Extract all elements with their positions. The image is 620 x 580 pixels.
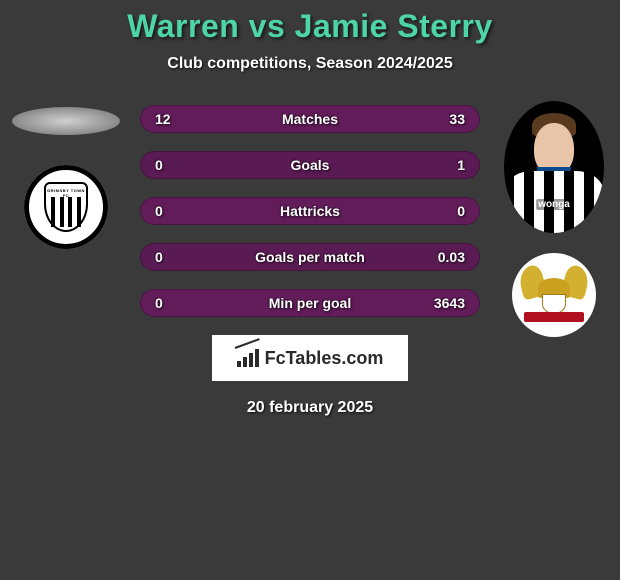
stat-right-value: 3643: [434, 295, 465, 311]
player-shadow-left: [12, 107, 120, 135]
stat-right-value: 33: [449, 111, 465, 127]
stat-left-value: 12: [155, 111, 171, 127]
stat-row: 0 Goals 1: [140, 151, 480, 179]
page-title: Warren vs Jamie Sterry: [0, 8, 620, 45]
brand-badge: FcTables.com: [212, 335, 408, 381]
stat-label: Goals per match: [255, 249, 365, 265]
jersey-icon: [504, 171, 604, 233]
stat-label: Min per goal: [269, 295, 351, 311]
stripe-icon: [51, 197, 55, 227]
player-photo-right: [504, 101, 604, 233]
subtitle: Club competitions, Season 2024/2025: [0, 55, 620, 73]
main-content: GRIMSBY TOWN FC: [0, 101, 620, 317]
club-crest-doncaster: [512, 253, 596, 337]
stat-row: 12 Matches 33: [140, 105, 480, 133]
stat-right-value: 1: [457, 157, 465, 173]
footer: FcTables.com 20 february 2025: [0, 335, 620, 417]
bar-icon: [249, 353, 253, 367]
stat-left-value: 0: [155, 249, 163, 265]
stat-left-value: 0: [155, 157, 163, 173]
stripe-icon: [77, 197, 81, 227]
date-text: 20 february 2025: [247, 399, 373, 417]
left-player-column: GRIMSBY TOWN FC: [6, 101, 126, 249]
stat-left-value: 0: [155, 295, 163, 311]
right-player-column: [494, 101, 614, 337]
viking-icon: [524, 268, 584, 322]
comparison-card: Warren vs Jamie Sterry Club competitions…: [0, 0, 620, 417]
stripe-icon: [68, 197, 72, 227]
stripe-icon: [60, 197, 64, 227]
stat-label: Matches: [282, 111, 338, 127]
grimsby-shield-icon: GRIMSBY TOWN FC: [44, 182, 88, 232]
brand-text: FcTables.com: [265, 348, 384, 369]
bar-chart-icon: [237, 349, 259, 367]
banner-icon: [524, 312, 584, 322]
stat-right-value: 0: [457, 203, 465, 219]
face-icon: [542, 294, 566, 314]
stat-row: 0 Goals per match 0.03: [140, 243, 480, 271]
stat-row: 0 Hattricks 0: [140, 197, 480, 225]
bar-icon: [237, 361, 241, 367]
grimsby-band-text: GRIMSBY TOWN FC: [46, 188, 86, 198]
stat-label: Hattricks: [280, 203, 340, 219]
club-crest-grimsby: GRIMSBY TOWN FC: [24, 165, 108, 249]
stat-row: 0 Min per goal 3643: [140, 289, 480, 317]
bar-icon: [255, 349, 259, 367]
stats-list: 12 Matches 33 0 Goals 1 0 Hattricks 0 0 Goals per …: [140, 105, 480, 317]
stat-left-value: 0: [155, 203, 163, 219]
bar-icon: [243, 357, 247, 367]
stat-right-value: 0.03: [438, 249, 465, 265]
stat-label: Goals: [291, 157, 330, 173]
